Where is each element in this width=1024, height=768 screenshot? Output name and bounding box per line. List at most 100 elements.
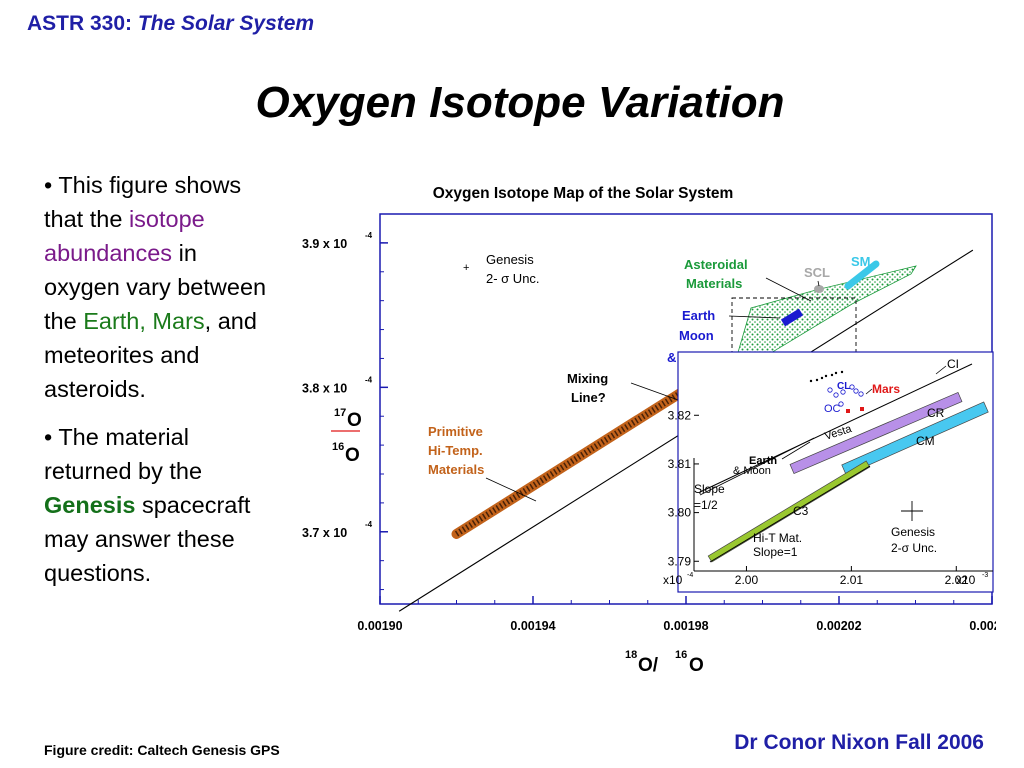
bullet-1-text-a: • This figure shows that the (44, 172, 242, 232)
mixing-line-label-1: Mixing (567, 371, 608, 386)
meteorite-point (853, 388, 859, 394)
mars-label: Mars (872, 382, 900, 396)
main-y-tick-exp: -4 (365, 231, 373, 240)
inset-earth-moon-label: & Moon (733, 465, 771, 477)
cr-band (789, 391, 963, 475)
ci-leader (935, 365, 947, 375)
earth-moon-mars-leader (728, 315, 781, 319)
primitive-label-3: Materials (428, 462, 484, 477)
genesis-label: Genesis (486, 252, 534, 267)
c3-label: C3 (793, 504, 809, 518)
main-y-tick-exp: -4 (365, 375, 373, 384)
main-x-axis: 0.00190 0.00194 0.00198 0.00202 0.00206 (357, 596, 996, 633)
bullet-2: • The material returned by the Genesis s… (44, 420, 269, 590)
main-x-tick-label: 0.00194 (510, 619, 555, 633)
inset-frame (677, 351, 994, 593)
hi-t-slope-line (709, 465, 871, 563)
earth-point (820, 376, 824, 380)
earth-point (830, 373, 834, 377)
inset-mixing-line (699, 363, 973, 493)
meteorite-point (827, 387, 833, 393)
main-y-axis: 3.9 x 10 -4 3.8 x 10 -4 3.7 x 10 -4 (302, 213, 388, 591)
slope-half-label-2: =1/2 (694, 498, 718, 512)
y-label-num-sup: 17 (334, 407, 346, 419)
main-x-tick-label: 0.00202 (816, 619, 861, 633)
inset-y-tick-label: 3.80 (668, 506, 692, 520)
hi-t-materials-band (707, 460, 871, 563)
earth-leader (781, 441, 811, 460)
scl-leader (817, 280, 820, 287)
meteorite-point (833, 392, 839, 398)
main-plot-marks (398, 249, 974, 612)
asteroidal-leader (765, 277, 812, 302)
main-x-tick-label: 0.00190 (357, 619, 402, 633)
inset-x-multiplier-right-exp: -3 (982, 572, 988, 579)
earth-moon-mars-label-2: Moon (679, 328, 714, 343)
earth-point (834, 371, 838, 375)
slope-half-label-1: Slope (694, 482, 725, 496)
cm-label: CM (916, 434, 935, 448)
inset-y-tick-label: 3.79 (668, 554, 692, 568)
main-y-tick-label: 3.9 x 10 (302, 237, 347, 251)
slide-title: Oxygen Isotope Variation (255, 78, 785, 127)
course-code: ASTR 330: (27, 12, 133, 35)
mars-leader (865, 388, 873, 395)
oxygen-isotope-figure: Oxygen Isotope Map of the Solar System 0… (296, 178, 996, 698)
course-subtitle: The Solar System (137, 12, 315, 35)
course-header: ASTR 330: The Solar System (27, 12, 314, 36)
genesis-unc-label: 2- σ Unc. (486, 271, 540, 286)
primitive-leader (485, 477, 537, 502)
earth-point (815, 378, 819, 382)
cr-label: CR (927, 406, 945, 420)
main-y-tick-exp: -4 (365, 520, 373, 529)
x-label-tail: O (689, 655, 704, 676)
asteroidal-label-2: Materials (686, 276, 742, 291)
inset-x-multiplier-left-exp: -4 (687, 572, 693, 579)
bullet-2-text-b: spacecraft may answer these questions. (44, 492, 251, 586)
main-chart-title: Oxygen Isotope Map of the Solar System (433, 185, 734, 202)
bullet-1: • This figure shows that the isotope abu… (44, 168, 269, 406)
genesis-marker: + (463, 262, 469, 274)
mixing-line-leader (630, 382, 682, 402)
bullet-1-green: Earth, Mars (83, 308, 205, 334)
inset-x-multiplier-left: x10 (663, 573, 683, 587)
y-label-num: O (347, 410, 362, 431)
main-y-tick-label: 3.7 x 10 (302, 526, 347, 540)
inset-x-tick-label: 2.02 (945, 573, 969, 587)
x-label-base: O/ (638, 655, 659, 676)
inset-y-tick-label: 3.82 (668, 408, 692, 422)
oc-label: OC (824, 403, 841, 415)
asteroidal-label-1: Asteroidal (684, 257, 748, 272)
inset-genesis-unc-label: 2-σ Unc. (891, 541, 937, 555)
inset-earth-label: Earth (749, 455, 777, 467)
meteorite-point (838, 401, 844, 407)
meteorite-point (849, 384, 855, 390)
x-label-sup2: 16 (675, 649, 687, 661)
main-x-tick-label: 0.00206 (969, 619, 996, 633)
inset-x-tick-label: 2.01 (840, 573, 864, 587)
earth-point (809, 379, 813, 383)
inset-x-multiplier-right: x10 (956, 573, 976, 587)
primitive-materials-texture (454, 386, 688, 537)
figure-credit: Figure credit: Caltech Genesis GPS (44, 742, 280, 758)
mars-point (860, 407, 864, 411)
bullet-1-text-b: in oxygen vary between the (44, 240, 267, 334)
slope-half-line (699, 437, 815, 496)
ci-label: CI (947, 357, 959, 371)
bullet-1-text-c: , and meteorites and asteroids. (44, 308, 257, 402)
inset-x-tick-label: 2.00 (735, 573, 759, 587)
y-label-den-sup: 16 (332, 441, 344, 453)
mars-point (846, 409, 850, 413)
x-label-sup1: 18 (625, 649, 637, 661)
footer-author: Dr Conor Nixon Fall 2006 (734, 731, 984, 754)
primitive-label-1: Primitive (428, 424, 483, 439)
cm-band (841, 401, 989, 476)
earth-moon-mars-box (780, 308, 804, 327)
scl-label: SCL (804, 265, 830, 280)
sm-label: SM (851, 254, 871, 269)
bullet-2-highlight: Genesis (44, 492, 136, 518)
inset-y-tick-label: 3.81 (668, 457, 692, 471)
inset-axes: 2.00 2.01 2.02 3.82 3.81 3.80 3.79 x10 -4 x10 -3 (663, 408, 993, 587)
hi-t-label-1: Hi-T Mat. (753, 531, 802, 545)
meteorite-point (840, 389, 846, 395)
